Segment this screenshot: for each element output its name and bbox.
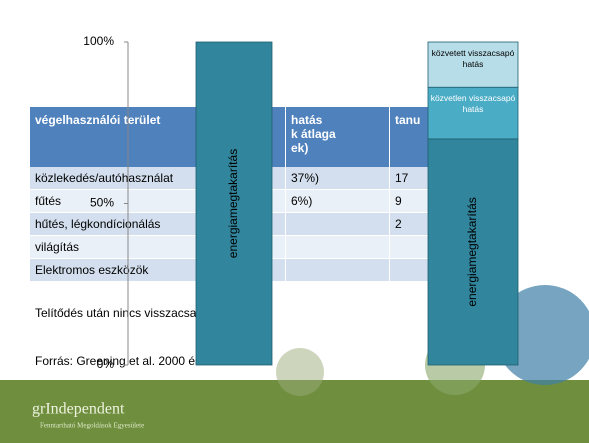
- tagline: Fenntartható Megoldások Egyesülete: [40, 422, 144, 430]
- segment-label: energiamegtakarítás: [226, 149, 240, 258]
- y-tick-label: 0%: [97, 357, 115, 371]
- slide: végelhasználói terület hatás k átlaga ek…: [0, 0, 589, 443]
- chart: grIndependent Fenntartható Megoldások Eg…: [0, 0, 589, 443]
- logo: grIndependent: [32, 401, 125, 418]
- y-tick-label: 50%: [90, 196, 114, 210]
- decor-photo: [276, 348, 324, 396]
- segment-label: energiamegtakarítás: [465, 197, 479, 306]
- label-line: hatás: [463, 59, 484, 69]
- label-line: közvetett visszacsapó: [432, 48, 515, 58]
- label-line: közvetlen visszacsapó: [431, 93, 516, 103]
- label-line: hatás: [463, 104, 484, 114]
- y-tick-label: 100%: [83, 34, 114, 48]
